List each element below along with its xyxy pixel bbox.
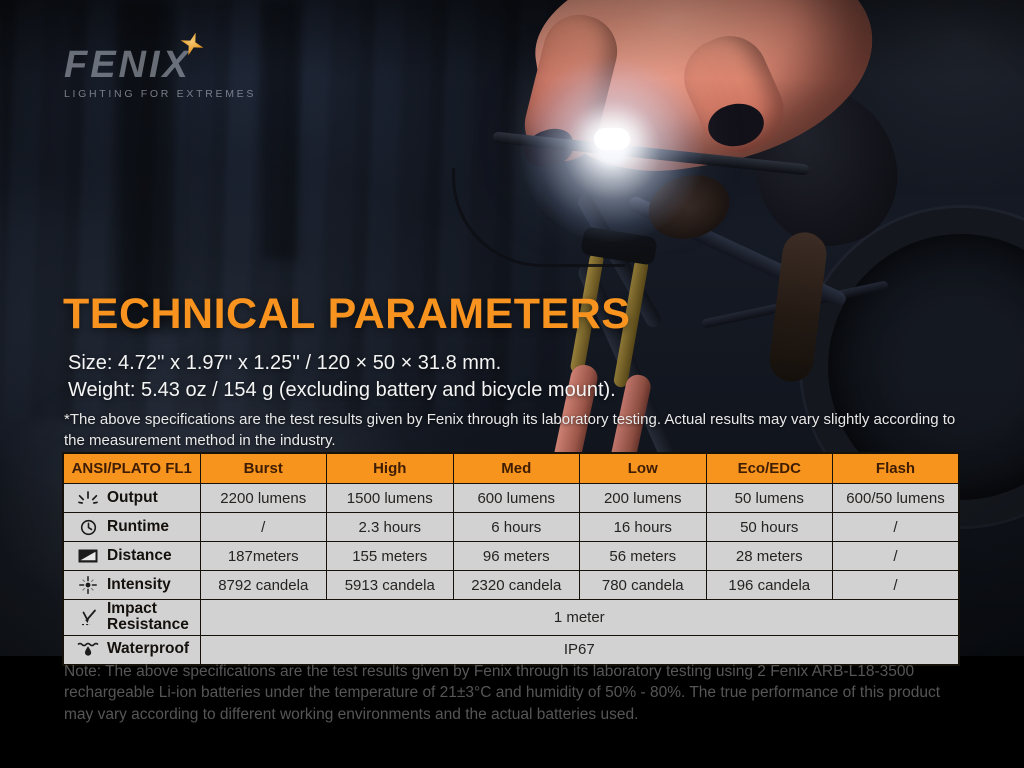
row-label-text: Waterproof bbox=[107, 640, 190, 658]
spec-value: 196 candela bbox=[705, 570, 833, 600]
output-rays-icon bbox=[76, 490, 100, 506]
row-label-cell: Impact Resistance bbox=[62, 599, 201, 636]
spec-table-header-row: ANSI/PLATO FL1 Burst High Med Low Eco/ED… bbox=[62, 452, 960, 484]
spec-value: / bbox=[199, 512, 327, 542]
spec-row: Intensity 8792 candela 5913 candela 2320 ca… bbox=[62, 570, 960, 600]
spec-value: 6 hours bbox=[452, 512, 580, 542]
header-ansi-plato: ANSI/PLATO FL1 bbox=[62, 452, 201, 484]
row-label-cell: Output bbox=[62, 483, 201, 513]
spec-value-merged: 1 meter bbox=[199, 599, 960, 636]
spec-value: 187meters bbox=[199, 541, 327, 571]
header-flash: Flash bbox=[832, 452, 960, 484]
spec-value: 2320 candela bbox=[452, 570, 580, 600]
waterproof-droplet-icon bbox=[76, 641, 100, 658]
spec-value: 50 hours bbox=[705, 512, 833, 542]
row-label-cell: Waterproof bbox=[62, 634, 201, 666]
row-label-text: Impact Resistance bbox=[107, 600, 189, 634]
lab-disclaimer: *The above specifications are the test r… bbox=[64, 411, 956, 449]
spec-row: Waterproof IP67 bbox=[62, 634, 960, 666]
row-label-text: Output bbox=[107, 488, 158, 506]
spec-value: 8792 candela bbox=[199, 570, 327, 600]
spec-value: 600/50 lumens bbox=[832, 483, 960, 513]
clock-icon bbox=[76, 519, 100, 536]
header-burst: Burst bbox=[199, 452, 327, 484]
beam-distance-icon bbox=[76, 549, 100, 563]
spec-value-merged: IP67 bbox=[199, 634, 960, 666]
row-label-text: Distance bbox=[107, 546, 172, 564]
spec-table-body: Output 2200 lumens 1500 lumens 600 lumens 20… bbox=[62, 483, 960, 666]
row-label-cell: Distance bbox=[62, 541, 201, 571]
spec-value: / bbox=[832, 541, 960, 571]
spec-value: 28 meters bbox=[705, 541, 833, 571]
spec-value: 2.3 hours bbox=[326, 512, 454, 542]
header-med: Med bbox=[452, 452, 580, 484]
spec-value: 1500 lumens bbox=[326, 483, 454, 513]
header-high: High bbox=[326, 452, 454, 484]
header-eco-edc: Eco/EDC bbox=[705, 452, 833, 484]
spec-value: 2200 lumens bbox=[199, 483, 327, 513]
row-label-cell: Runtime bbox=[62, 512, 201, 542]
spec-row: Output 2200 lumens 1500 lumens 600 lumens 20… bbox=[62, 483, 960, 513]
row-label-text: Intensity bbox=[107, 575, 171, 593]
spec-value: 600 lumens bbox=[452, 483, 580, 513]
header-low: Low bbox=[579, 452, 707, 484]
spec-row: Runtime/2.3 hours 6 hours 16 hours 50 hours… bbox=[62, 512, 960, 542]
spec-row: Distance 187meters 155 meters 96 meters 56 m… bbox=[62, 541, 960, 571]
spec-value: 200 lumens bbox=[579, 483, 707, 513]
row-label-cell: Intensity bbox=[62, 570, 201, 600]
spec-value: 56 meters bbox=[579, 541, 707, 571]
spec-value: 16 hours bbox=[579, 512, 707, 542]
fenix-logo: FENIX LIGHTING FOR EXTREMES bbox=[64, 46, 294, 100]
intensity-crosshair-icon bbox=[76, 576, 100, 594]
row-label-text: Runtime bbox=[107, 517, 169, 535]
battery-test-note: Note: The above specifications are the t… bbox=[64, 663, 941, 723]
spec-row: Impact Resistance 1 meter bbox=[62, 599, 960, 636]
spec-value: / bbox=[832, 512, 960, 542]
spec-value: 5913 candela bbox=[326, 570, 454, 600]
size-spec: Size: 4.72'' x 1.97'' x 1.25'' / 120 × 5… bbox=[68, 352, 502, 374]
logo-wordmark: FENIX bbox=[64, 44, 191, 86]
spec-value: 155 meters bbox=[326, 541, 454, 571]
spec-value: 780 candela bbox=[579, 570, 707, 600]
spec-table: ANSI/PLATO FL1 Burst High Med Low Eco/ED… bbox=[62, 452, 960, 666]
spec-value: / bbox=[832, 570, 960, 600]
spec-value: 96 meters bbox=[452, 541, 580, 571]
logo-tagline: LIGHTING FOR EXTREMES bbox=[64, 88, 257, 100]
spec-value: 50 lumens bbox=[705, 483, 833, 513]
page-title: TECHNICAL PARAMETERS bbox=[63, 290, 631, 338]
weight-spec: Weight: 5.43 oz / 154 g (excluding batte… bbox=[68, 379, 616, 401]
impact-arrow-icon bbox=[76, 608, 100, 626]
